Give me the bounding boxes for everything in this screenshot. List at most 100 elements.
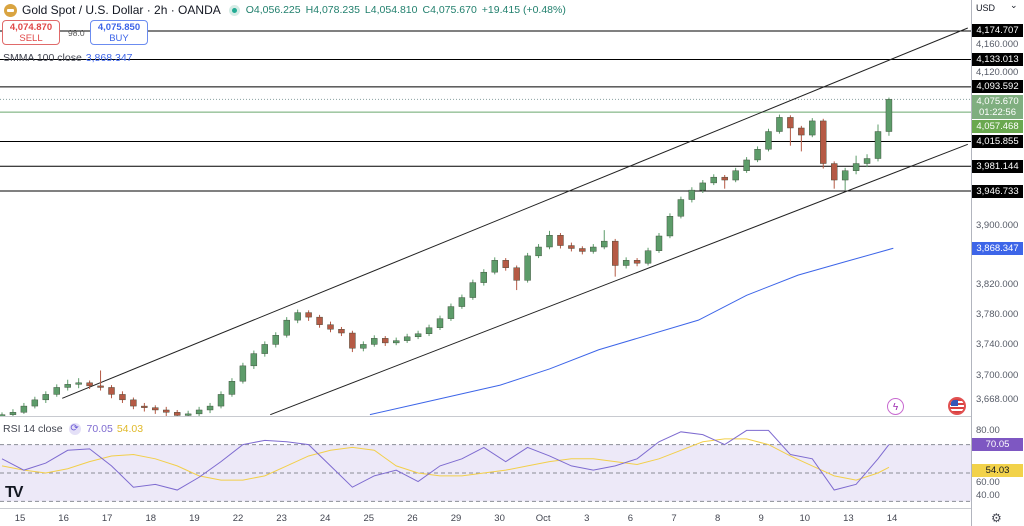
date-tick-label: 13 [843, 513, 854, 524]
candle-down [831, 163, 838, 181]
date-tick-label: 17 [101, 513, 113, 524]
price-tick-label: 4,120.000 [976, 67, 1019, 79]
buy-price: 4,075.850 [97, 22, 141, 33]
rsi-legend[interactable]: RSI 14 close ⟳ 70.05 54.03 [3, 423, 143, 435]
candle-down [97, 385, 104, 388]
candle-up [863, 158, 871, 164]
date-tick-label: 7 [671, 513, 677, 524]
candle-up [458, 297, 466, 307]
candle-down [108, 387, 115, 395]
candle-down [502, 260, 509, 268]
candle-up [524, 255, 531, 281]
candle-down [557, 235, 564, 246]
smma-price-tag: 3,868.347 [972, 241, 1023, 255]
current-price-value: 4,075.670 [976, 96, 1019, 108]
candle-up [64, 384, 71, 388]
buy-label: BUY [109, 33, 129, 44]
settings-icon[interactable]: ⚙ [991, 511, 1002, 525]
date-tick-label: 25 [363, 513, 375, 524]
candle-down [568, 245, 575, 249]
candle-down [173, 412, 181, 416]
date-tick-label: 16 [58, 513, 69, 524]
date-tick-label: 24 [319, 513, 331, 524]
candle-up [601, 240, 608, 248]
candle-up [732, 170, 739, 181]
candle-up [360, 344, 367, 349]
rsi-ma-value: 54.03 [116, 423, 144, 435]
level-price-tag: 3,946.733 [972, 184, 1023, 198]
candle-up [414, 333, 422, 338]
candle-up [754, 149, 761, 161]
candle-up [239, 365, 247, 382]
candle-up [699, 182, 706, 191]
price-tick-label: 3,668.000 [976, 394, 1019, 406]
spread-value: 98.0 [68, 28, 85, 38]
price-tick-label: 3,820.000 [976, 278, 1019, 290]
candle-up [425, 327, 433, 334]
date-tick-label: 23 [276, 513, 287, 524]
candle-up [677, 199, 685, 217]
candle-down [721, 176, 728, 181]
close-value: C4,075.670 [422, 4, 477, 16]
candle-down [316, 316, 323, 325]
sell-price: 4,074.870 [9, 22, 53, 33]
candle-up [228, 381, 236, 395]
candle-up [644, 250, 652, 264]
smma-legend[interactable]: SMMA 100 close 3,868.347 [3, 52, 133, 64]
candle-down [119, 394, 126, 401]
candle-up [743, 159, 750, 171]
candle-down [382, 338, 389, 344]
candle-up [765, 131, 772, 150]
candle-up [393, 340, 400, 344]
rsi-tick-label: 40.00 [976, 489, 1000, 501]
smma-value: 3,868.347 [85, 52, 133, 64]
date-tick-label: 14 [886, 513, 898, 524]
buy-button[interactable]: 4,075.850 BUY [90, 20, 148, 45]
candle-up [535, 246, 542, 257]
low-value: L4,054.810 [364, 4, 418, 16]
date-tick-label: 26 [407, 513, 418, 524]
candle-down [327, 324, 334, 330]
date-tick-label: Oct [535, 513, 551, 524]
level-price-tag: 3,981.144 [972, 159, 1023, 173]
candle-up [655, 235, 663, 251]
main-pane [0, 27, 971, 416]
price-chart[interactable] [0, 0, 971, 526]
date-tick-label: 18 [145, 513, 157, 524]
candle-down [163, 409, 170, 413]
symbol-title[interactable]: Gold Spot / U.S. Dollar · 2h · OANDA [22, 3, 221, 17]
candle-up [403, 336, 411, 341]
currency-select[interactable]: USD [976, 0, 1018, 13]
date-tick-label: 10 [799, 513, 811, 524]
candle-up [184, 413, 192, 416]
candle-down [338, 329, 345, 334]
candle-up [436, 318, 444, 328]
date-tick-label: 8 [714, 513, 721, 524]
sell-button[interactable]: 4,074.870 SELL [2, 20, 60, 45]
smma-label: SMMA 100 close [3, 52, 82, 64]
candle-up [283, 319, 290, 336]
rsi-refresh-icon[interactable]: ⟳ [68, 423, 81, 435]
candle-down [130, 399, 137, 407]
candle-up [20, 405, 28, 413]
date-tick-label: 19 [189, 513, 200, 524]
candle-down [612, 240, 619, 266]
price-tick-label: 3,900.000 [976, 219, 1019, 231]
change-value: +19.415 (+0.48%) [481, 4, 566, 16]
level-price-tag: 4,174.707 [972, 24, 1023, 38]
us-flag-icon[interactable] [948, 397, 966, 415]
rsi-pane [0, 429, 971, 502]
lightning-icon[interactable]: ϟ [887, 398, 904, 415]
candle-up [710, 176, 717, 184]
candle-up [590, 246, 597, 252]
candle-up [250, 353, 258, 367]
candle-up [195, 409, 203, 415]
candle-up [42, 394, 49, 401]
candle-up [809, 120, 816, 136]
candle-up [546, 235, 553, 248]
date-tick-label: 3 [584, 513, 590, 524]
open-value: O4,056.225 [245, 4, 301, 16]
rsi-ma-tag: 54.03 [972, 463, 1023, 477]
tradingview-logo[interactable]: TV [5, 484, 24, 501]
level-price-tag: 4,015.855 [972, 135, 1023, 149]
